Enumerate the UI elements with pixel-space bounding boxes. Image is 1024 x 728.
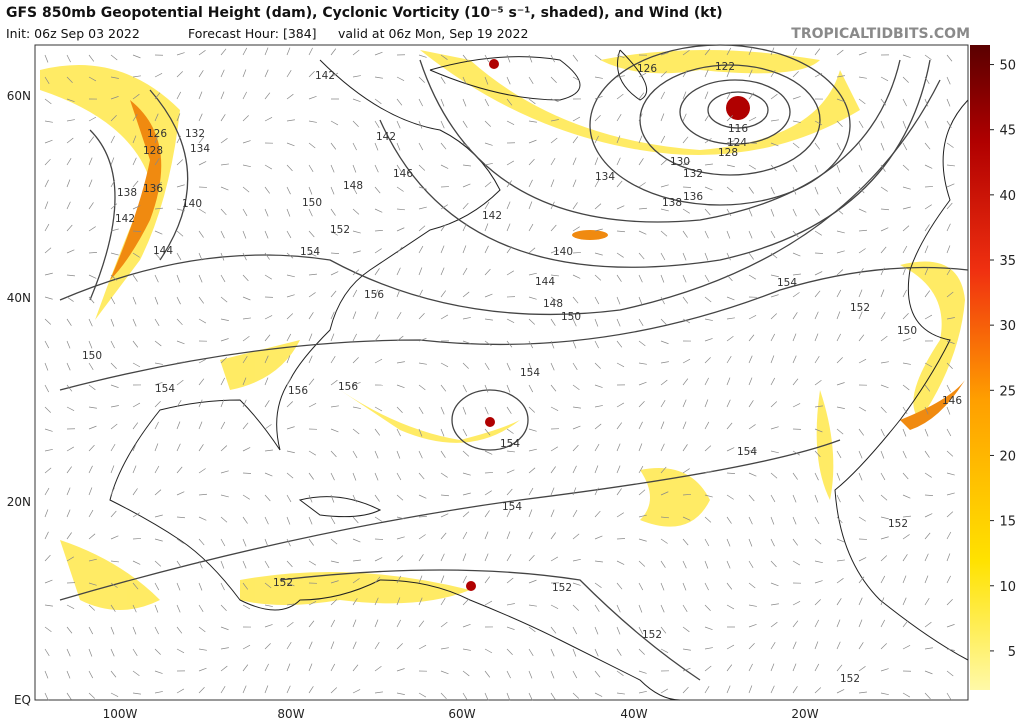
contour-label: 154 [520,367,540,379]
colorbar [970,45,990,690]
contour-label: 152 [642,629,662,641]
colorbar-tick-label: 35 [999,254,1016,269]
contour-label: 154 [502,501,522,513]
colorbar-tick-label: 30 [999,319,1016,334]
colorbar-tick-label: 20 [999,449,1016,464]
contour-label: 152 [552,582,572,594]
contour-label: 132 [683,168,703,180]
contour-label: 152 [888,518,908,530]
colorbar-tick-label: 50 [999,59,1016,74]
lon-label: 60W [448,707,475,721]
contour-label: 154 [500,438,520,450]
lon-label: 20W [791,707,818,721]
contour-label: 126 [637,63,657,75]
colorbar-tick-label: 15 [999,515,1016,530]
lon-label: 80W [277,707,304,721]
contour-label: 156 [288,385,308,397]
colorbar-tick-label: 25 [999,384,1016,399]
site-watermark: TROPICALTIDBITS.COM [791,26,970,42]
lon-label: 40W [620,707,647,721]
contour-label: 152 [330,224,350,236]
contour-label: 154 [300,246,320,258]
contour-label: 128 [143,145,163,157]
contour-label: 144 [153,245,173,257]
contour-label: 142 [315,70,335,82]
contour-label: 122 [715,61,735,73]
contour-label: 140 [553,246,573,258]
contour-label: 152 [840,673,860,685]
lat-label: 20N [7,495,31,509]
colorbar-tick-label: 40 [999,189,1016,204]
contour-label: 144 [535,276,555,288]
contour-label: 146 [393,168,413,180]
contour-label: 156 [364,289,384,301]
contour-label: 136 [683,191,703,203]
contour-label: 134 [190,143,210,155]
contour-label: 152 [273,577,293,589]
contour-label: 146 [942,395,962,407]
contour-label: 140 [182,198,202,210]
contour-label: 126 [147,128,167,140]
contour-label: 154 [777,277,797,289]
colorbar-tick-label: 45 [999,124,1016,139]
contour-label: 136 [143,183,163,195]
contour-label: 130 [670,156,690,168]
contour-label: 150 [302,197,322,209]
contour-label: 148 [343,180,363,192]
forecast-hour: Forecast Hour: [384] [188,26,317,41]
map-area [35,45,968,700]
colorbar-tick-label: 10 [999,580,1016,595]
contour-label: 132 [185,128,205,140]
contour-label: 156 [338,381,358,393]
contour-label: 152 [850,302,870,314]
contour-label: 134 [595,171,615,183]
contour-label: 142 [115,213,135,225]
contour-label: 150 [82,350,102,362]
colorbar-tick-label: 5 [1008,645,1016,660]
title: GFS 850mb Geopotential Height (dam), Cyc… [6,5,723,21]
contour-label: 148 [543,298,563,310]
init-time: Init: 06z Sep 03 2022 [6,26,140,41]
contour-label: 150 [561,311,581,323]
contour-label: 142 [376,131,396,143]
lat-label: 40N [7,291,31,305]
contour-label: 138 [662,197,682,209]
valid-time: valid at 06z Mon, Sep 19 2022 [338,26,528,41]
contour-label: 154 [737,446,757,458]
lat-label: EQ [14,693,31,707]
contour-label: 154 [155,383,175,395]
contour-label: 128 [718,147,738,159]
contour-label: 142 [482,210,502,222]
contour-label: 150 [897,325,917,337]
lat-label: 60N [7,89,31,103]
contour-label: 116 [728,123,748,135]
lon-label: 100W [103,707,138,721]
contour-label: 138 [117,187,137,199]
